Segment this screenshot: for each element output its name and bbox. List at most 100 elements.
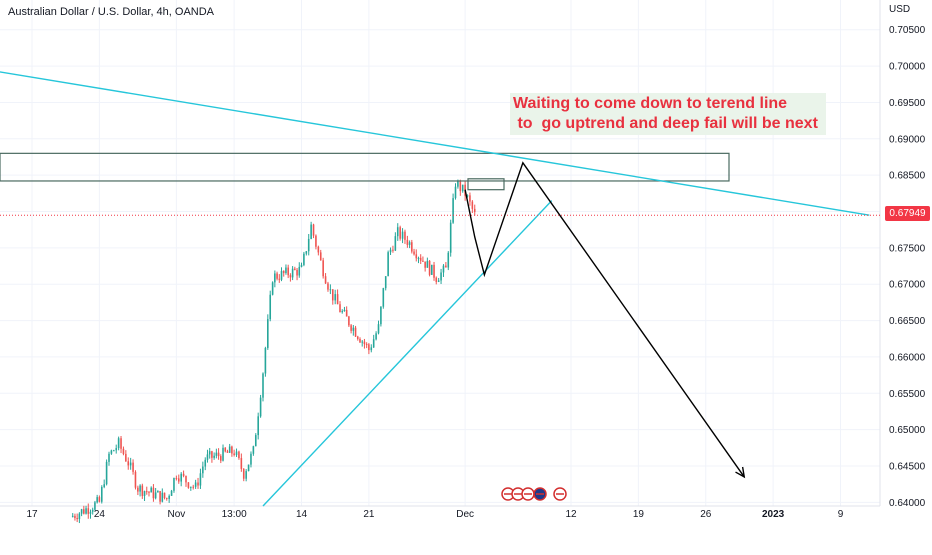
candle-body: [296, 269, 298, 276]
candle-body: [233, 453, 235, 455]
candle-body: [280, 270, 283, 280]
candle-body: [317, 246, 320, 253]
price-tick-label: 0.66500: [889, 316, 926, 327]
price-tick-label: 0.65500: [889, 389, 926, 400]
price-tick-label: 0.65000: [889, 425, 926, 436]
candle-body: [348, 316, 350, 326]
consolidation-box: [467, 178, 505, 191]
candle-body: [372, 339, 375, 348]
candle-body: [471, 201, 474, 209]
date-tick-label: 13:00: [222, 509, 247, 520]
candle-body: [228, 446, 231, 453]
candle-body: [389, 249, 392, 253]
candle-body: [327, 283, 329, 290]
price-tick-label: 0.66000: [889, 352, 926, 363]
candle-body: [257, 416, 259, 436]
candle-body: [404, 231, 406, 240]
candle-body: [315, 235, 317, 247]
candle-body: [401, 231, 404, 239]
candle-body: [148, 491, 150, 493]
date-tick-label: 9: [838, 509, 844, 520]
candle-body: [222, 447, 224, 461]
candle-body: [312, 224, 315, 236]
candle-body: [461, 184, 464, 192]
candle-body: [139, 485, 141, 492]
candle-body: [377, 324, 380, 334]
candle-body: [185, 475, 187, 483]
candle-body: [226, 451, 229, 453]
candle-body: [217, 452, 220, 457]
candle-body: [375, 333, 377, 340]
candle-body: [322, 260, 324, 277]
support-trendline: [262, 200, 553, 507]
candle-body: [122, 448, 125, 454]
candle-body: [224, 447, 227, 452]
event-flag-icon[interactable]: [533, 487, 547, 501]
candle-body: [329, 289, 332, 291]
time-axis[interactable]: 17 24 Nov 13:00 14 21 Dec 12 19 26 2023 9: [26, 509, 843, 520]
date-tick-label: 12: [565, 509, 577, 520]
candle-body: [303, 253, 305, 265]
candle-body: [259, 397, 262, 417]
candle-body: [71, 515, 74, 517]
candle-body: [417, 257, 420, 259]
candle-body: [449, 222, 452, 253]
candle-body: [100, 486, 103, 502]
candle-body: [74, 515, 76, 519]
candle-body: [368, 344, 370, 351]
candle-body: [428, 260, 431, 275]
candle-body: [457, 181, 459, 187]
candle-body: [274, 273, 276, 283]
candle-body: [157, 491, 159, 493]
candle-body: [415, 254, 418, 259]
candle-body: [294, 268, 296, 270]
annotation-line-1: Waiting to come down to terend line: [513, 95, 788, 112]
candle-body: [161, 492, 164, 502]
candle-body: [245, 471, 247, 479]
candle-body: [165, 497, 168, 499]
symbol-title: Australian Dollar / U.S. Dollar, 4h, OAN…: [8, 6, 215, 18]
event-flag-icon[interactable]: [521, 487, 535, 501]
projection-arrowhead: [735, 466, 746, 479]
candle-body: [87, 508, 90, 514]
candle-body: [262, 373, 264, 398]
candle-body: [125, 453, 127, 462]
candle-body: [247, 464, 250, 472]
annotation-box[interactable]: [510, 93, 826, 135]
candle-body: [254, 435, 257, 447]
candle-body: [187, 482, 190, 488]
date-tick-label: 17: [26, 509, 38, 520]
candle-body: [305, 251, 308, 254]
candle-body: [282, 270, 285, 274]
candle-body: [85, 508, 87, 514]
candle-body: [287, 267, 289, 276]
price-tick-label: 0.70000: [889, 62, 926, 73]
candle-body: [137, 487, 139, 492]
candle-body: [143, 491, 146, 496]
candle-body: [264, 347, 267, 374]
candle-body: [168, 495, 170, 499]
candle-body: [242, 468, 245, 479]
projection-path: [464, 161, 745, 478]
candle-body: [392, 249, 394, 251]
price-axis[interactable]: 0.705000.700000.695000.690000.685000.680…: [889, 25, 926, 509]
candle-body: [83, 509, 85, 514]
candle-body: [96, 497, 98, 503]
candle-body: [459, 181, 462, 192]
price-tick-label: 0.67000: [889, 280, 926, 291]
candle-body: [411, 242, 413, 252]
event-flag-icon[interactable]: [501, 487, 515, 501]
candle-body: [240, 458, 243, 469]
price-tick-label: 0.67500: [889, 243, 926, 254]
candle-body: [103, 484, 105, 487]
candle-body: [194, 482, 197, 487]
date-tick-label: Nov: [167, 509, 185, 520]
candle-body: [94, 502, 96, 510]
candle-body: [382, 288, 385, 307]
event-flag-icon[interactable]: [553, 487, 567, 501]
candle-body: [433, 264, 435, 278]
candle-body: [285, 267, 287, 274]
candle-body: [150, 487, 153, 493]
